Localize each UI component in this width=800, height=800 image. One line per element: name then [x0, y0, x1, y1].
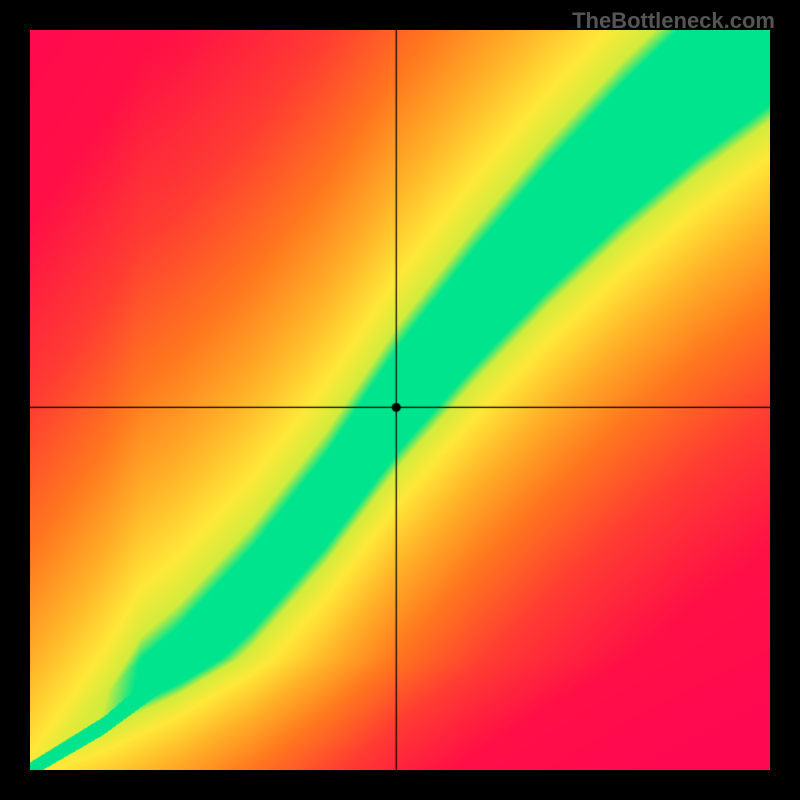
watermark-text: TheBottleneck.com — [572, 8, 775, 34]
bottleneck-heatmap — [30, 30, 770, 770]
